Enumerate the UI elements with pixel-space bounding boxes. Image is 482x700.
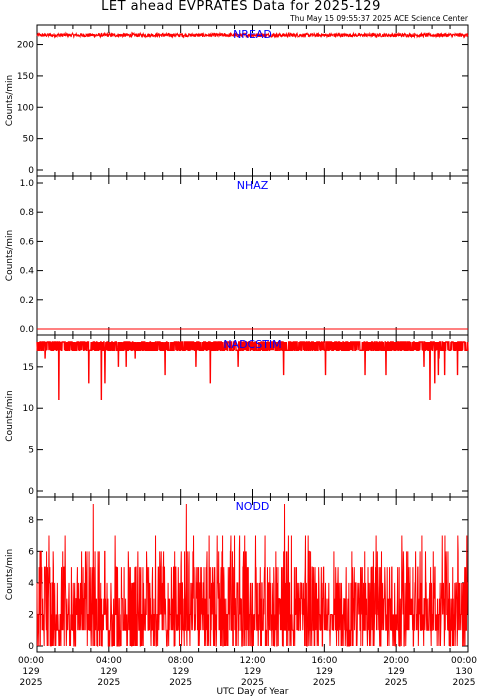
ytick-label-nodd-1: 2: [28, 610, 34, 620]
xtick-time-3: 12:00: [240, 656, 266, 666]
ylabel-nread: Counts/min: [5, 75, 15, 126]
ytick-label-nhaz-4: 0.8: [20, 208, 35, 218]
ytick-label-nhaz-1: 0.2: [20, 296, 34, 306]
ytick-label-nread-0: 0: [28, 166, 34, 176]
series-line-nodd: [36, 503, 468, 647]
xtick-year-0: 2025: [20, 678, 43, 688]
panel-frame-nhaz: [36, 175, 469, 336]
xtick-doy-0: 129: [22, 667, 39, 677]
ytick-label-nodd-0: 0: [28, 642, 34, 652]
xtick-year-3: 2025: [241, 678, 264, 688]
ylabel-nodd: Counts/min: [5, 549, 15, 600]
ytick-label-nadcstim-0: 0: [28, 487, 34, 497]
ytick-label-nhaz-0: 0.0: [20, 325, 35, 335]
ylabel-nhaz: Counts/min: [5, 230, 15, 281]
ytick-label-nhaz-2: 0.4: [20, 267, 35, 277]
xtick-doy-4: 129: [316, 667, 333, 677]
panel-name-nodd: NODD: [236, 500, 270, 513]
panel-name-nhaz: NHAZ: [237, 179, 269, 192]
ytick-label-nodd-2: 4: [28, 579, 34, 589]
ytick-label-nread-4: 200: [17, 41, 34, 51]
ytick-label-nhaz-5: 1.0: [20, 179, 35, 189]
panel-frame-nread: [36, 24, 469, 177]
ytick-label-nhaz-3: 0.6: [20, 237, 35, 247]
ytick-label-nadcstim-2: 10: [23, 404, 35, 414]
xtick-doy-1: 129: [100, 667, 117, 677]
xtick-time-2: 08:00: [168, 656, 194, 666]
xtick-time-4: 16:00: [311, 656, 337, 666]
panel-name-nread: NREAD: [233, 28, 272, 41]
series-line-nadcstim: [36, 341, 469, 400]
xtick-time-0: 00:00: [18, 656, 44, 666]
ytick-label-nadcstim-1: 5: [28, 446, 34, 456]
chart-title: LET ahead EVPRATES Data for 2025-129: [101, 0, 381, 14]
ylabel-nadcstim: Counts/min: [5, 390, 15, 441]
ytick-label-nadcstim-3: 15: [23, 363, 34, 373]
x-axis-label: UTC Day of Year: [217, 687, 289, 697]
xtick-doy-6: 130: [455, 667, 472, 677]
timestamp-label: Thu May 15 09:55:37 2025 ACE Science Cen…: [290, 14, 468, 23]
ytick-label-nread-2: 100: [17, 103, 34, 113]
series-line-nread: [36, 31, 469, 39]
ytick-label-nread-3: 150: [17, 72, 34, 82]
panel-name-nadcstim: NADCSTIM: [223, 338, 281, 351]
xtick-doy-3: 129: [244, 667, 261, 677]
xtick-year-2: 2025: [169, 678, 192, 688]
xtick-year-5: 2025: [385, 678, 408, 688]
xtick-year-6: 2025: [453, 678, 476, 688]
ytick-label-nodd-3: 6: [28, 547, 34, 557]
ytick-label-nodd-4: 8: [28, 516, 34, 526]
xtick-time-1: 04:00: [96, 656, 122, 666]
xtick-time-5: 20:00: [383, 656, 409, 666]
ytick-label-nread-1: 50: [23, 135, 35, 145]
xtick-year-1: 2025: [97, 678, 120, 688]
xtick-year-4: 2025: [313, 678, 336, 688]
xtick-time-6: 00:00: [451, 656, 477, 666]
xtick-doy-5: 129: [388, 667, 405, 677]
xtick-doy-2: 129: [172, 667, 189, 677]
